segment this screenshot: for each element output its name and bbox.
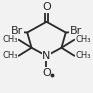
Text: CH₃: CH₃ <box>2 35 18 44</box>
Text: Br: Br <box>11 26 23 36</box>
Text: CH₃: CH₃ <box>75 35 91 44</box>
Text: CH₃: CH₃ <box>75 51 91 60</box>
Text: O: O <box>42 68 51 78</box>
Text: Br: Br <box>70 26 82 36</box>
Text: CH₃: CH₃ <box>2 51 18 60</box>
Text: N: N <box>42 51 51 61</box>
Text: O: O <box>42 2 51 12</box>
